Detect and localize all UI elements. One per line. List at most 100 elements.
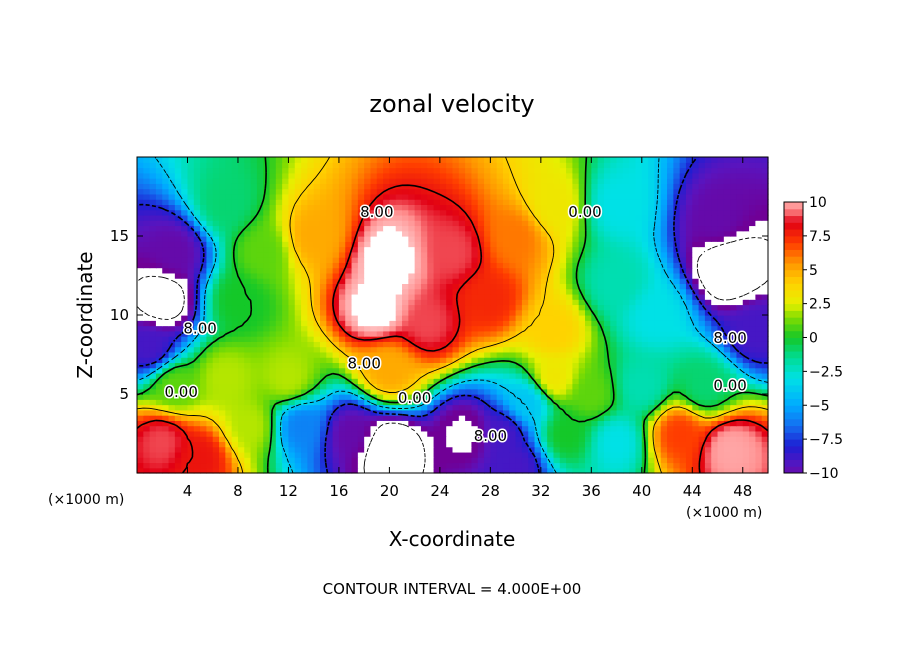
field-cell [660, 288, 668, 295]
field-cell [648, 404, 656, 411]
field-cell [351, 399, 359, 406]
field-cell [685, 409, 693, 416]
field-cell [200, 304, 208, 311]
field-cell [692, 351, 700, 358]
field-cell [452, 425, 460, 432]
field-cell [370, 220, 378, 227]
field-cell [591, 346, 599, 353]
field-cell [547, 430, 555, 437]
field-cell [376, 388, 384, 395]
field-cell [174, 388, 182, 395]
field-cell [502, 409, 510, 416]
field-cell [622, 394, 630, 400]
field-cell [389, 415, 397, 421]
field-cell [301, 367, 308, 374]
field-cell [275, 378, 283, 385]
field-cell [528, 351, 536, 358]
field-cell [578, 388, 586, 395]
field-cell [736, 415, 744, 421]
field-cell [610, 415, 618, 421]
field-cell [383, 351, 390, 358]
field-cell [736, 278, 744, 284]
field-cell [629, 446, 637, 453]
field-cell [559, 346, 567, 353]
field-cell [490, 388, 498, 395]
field-cell [313, 262, 321, 269]
field-cell [395, 251, 403, 258]
field-cell [603, 272, 611, 279]
field-cell [521, 214, 529, 221]
field-cell [578, 220, 586, 227]
field-cell [629, 267, 637, 274]
field-cell [225, 446, 233, 453]
field-cell [433, 457, 441, 464]
field-cell [433, 415, 441, 421]
field-cell [490, 230, 498, 237]
field-cell [755, 230, 763, 237]
field-cell [547, 236, 555, 242]
field-cell [603, 293, 611, 300]
field-cell [667, 309, 674, 316]
field-cell [717, 441, 725, 448]
field-cell [704, 262, 712, 269]
field-cell [200, 299, 208, 306]
field-cell [149, 415, 157, 421]
field-cell [515, 246, 523, 253]
field-cell [635, 404, 643, 411]
field-cell [641, 220, 649, 227]
field-cell [616, 425, 624, 432]
field-cell [736, 467, 744, 474]
field-cell [288, 383, 296, 390]
field-cell [490, 336, 498, 342]
field-cell [250, 278, 258, 284]
field-cell [263, 236, 271, 242]
field-cell [313, 341, 321, 348]
field-cell [755, 357, 763, 363]
field-cell [446, 425, 454, 432]
field-cell [212, 214, 220, 221]
field-cell [717, 467, 725, 474]
field-cell [231, 415, 239, 421]
field-cell [496, 399, 504, 406]
field-cell [685, 430, 693, 437]
field-cell [269, 309, 277, 316]
field-cell [490, 341, 498, 348]
field-cell [301, 399, 308, 406]
field-cell [553, 288, 561, 295]
field-cell [332, 415, 340, 421]
field-cell [307, 325, 315, 332]
field-cell [155, 441, 163, 448]
field-cell [162, 241, 170, 248]
field-cell [667, 288, 674, 295]
field-cell [269, 351, 277, 358]
field-cell [313, 462, 321, 469]
field-cell [698, 451, 706, 458]
field-cell [559, 293, 567, 300]
field-cell [288, 362, 296, 369]
field-cell [269, 457, 277, 464]
field-cell [673, 230, 681, 237]
field-cell [294, 462, 302, 469]
field-cell [288, 246, 296, 253]
field-cell [553, 336, 561, 342]
field-cell [723, 209, 731, 216]
field-cell [641, 236, 649, 242]
field-cell [635, 378, 643, 385]
field-cell [149, 241, 157, 248]
field-cell [484, 320, 491, 327]
field-cell [345, 293, 353, 300]
field-cell [275, 357, 283, 363]
field-cell [275, 372, 283, 379]
field-cell [149, 299, 157, 306]
field-cell [187, 425, 195, 432]
field-cell [225, 351, 233, 358]
field-cell [282, 257, 290, 263]
field-cell [553, 341, 561, 348]
field-cell [521, 436, 529, 442]
field-cell [383, 372, 390, 379]
field-cell [755, 367, 763, 374]
field-cell [698, 394, 706, 400]
field-cell [174, 209, 182, 216]
field-cell [383, 315, 390, 321]
field-cell [200, 341, 208, 348]
